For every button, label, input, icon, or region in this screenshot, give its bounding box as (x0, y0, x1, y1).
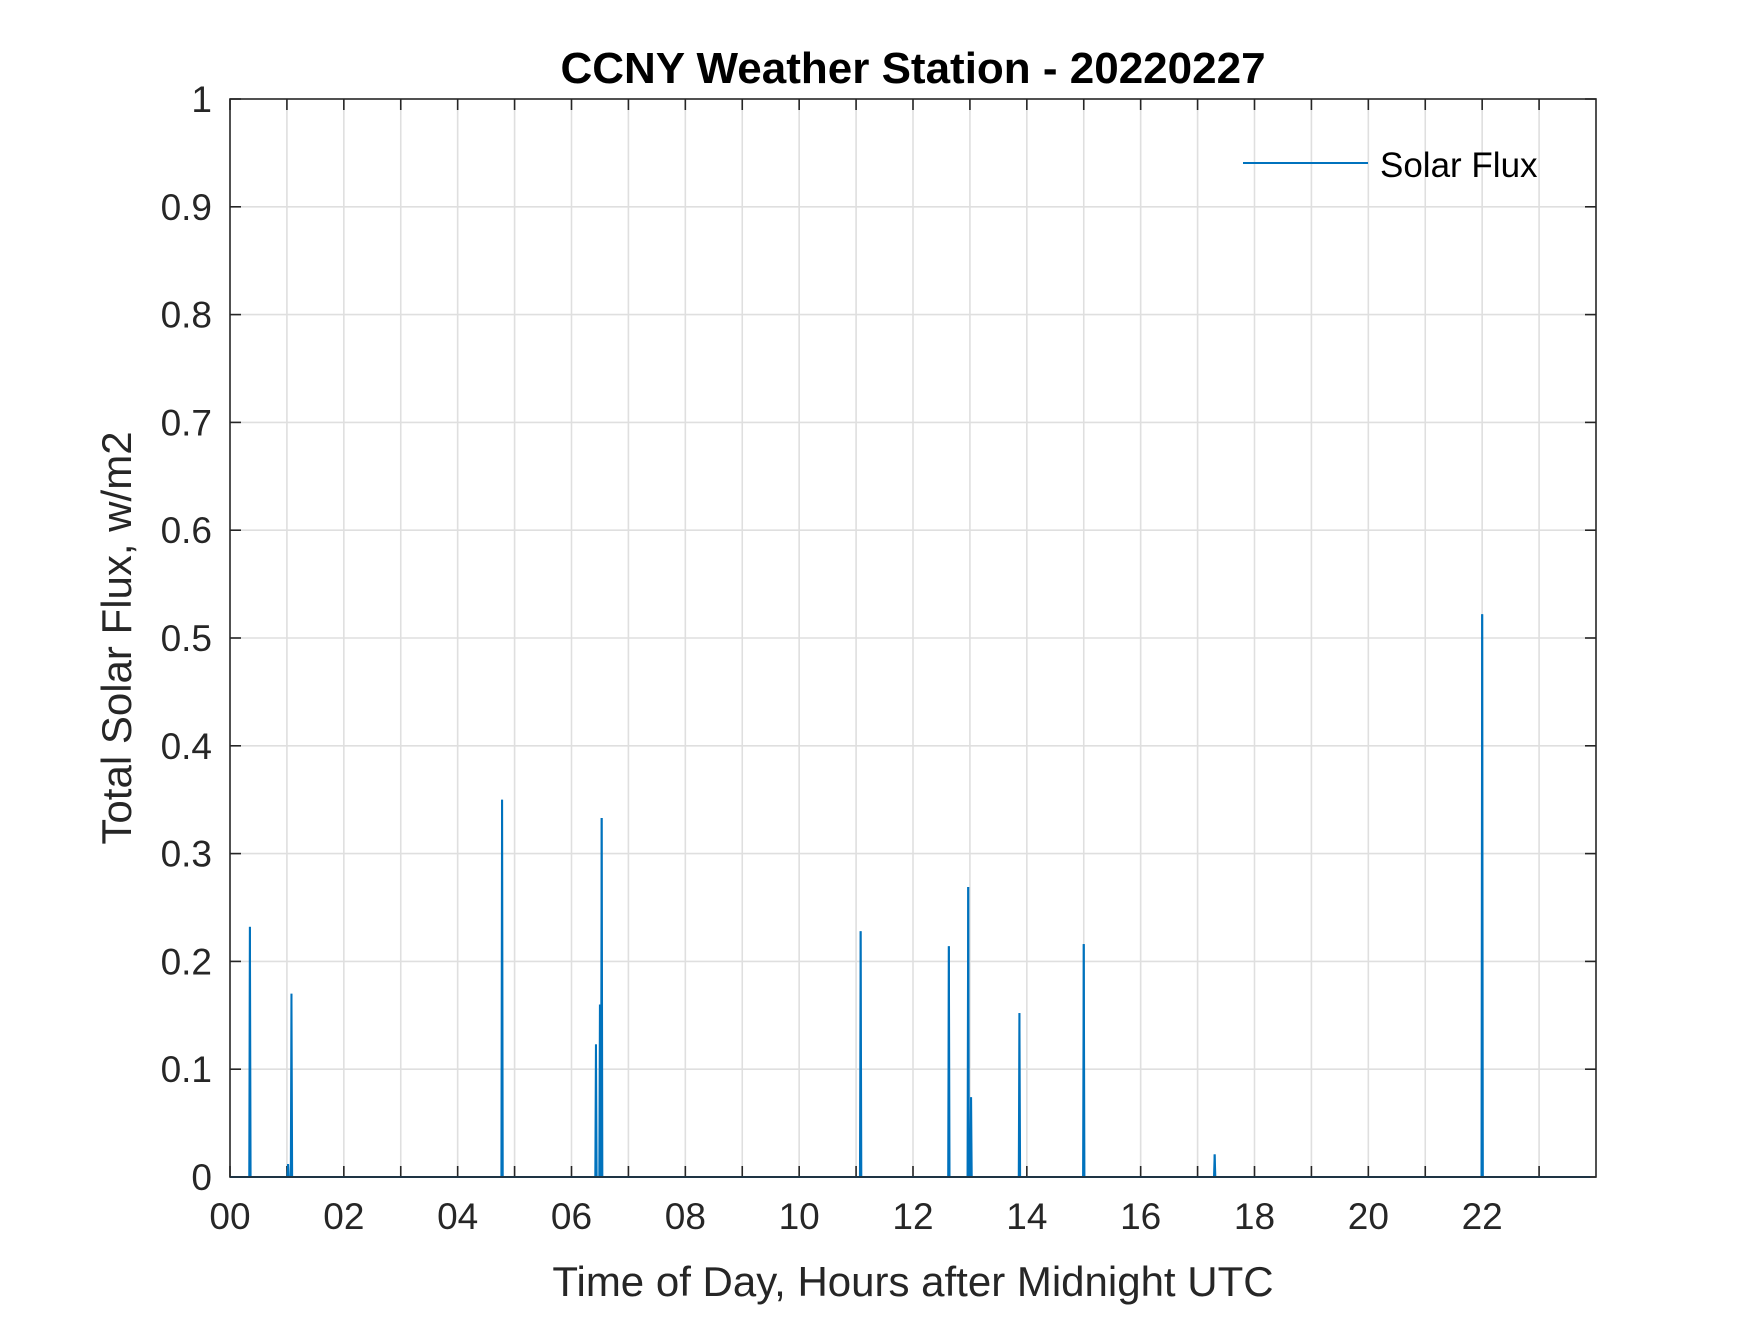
y-tick-label: 0.5 (161, 618, 212, 659)
x-tick-label: 14 (1006, 1196, 1047, 1237)
x-tick-label: 08 (665, 1196, 706, 1237)
x-tick-label: 10 (779, 1196, 820, 1237)
y-tick-label: 0.4 (161, 726, 212, 767)
y-tick-label: 0.6 (161, 510, 212, 551)
x-tick-label: 22 (1462, 1196, 1503, 1237)
x-tick-label: 18 (1234, 1196, 1275, 1237)
x-tick-label: 16 (1120, 1196, 1161, 1237)
y-tick-label: 0.1 (161, 1049, 212, 1090)
x-tick-label: 04 (437, 1196, 478, 1237)
chart-title: CCNY Weather Station - 20220227 (560, 44, 1265, 93)
axes-frame (229, 98, 1597, 1178)
y-tick-label: 0.2 (161, 941, 212, 982)
x-tick-label: 00 (209, 1196, 250, 1237)
y-axis-label: Total Solar Flux, w/m2 (93, 431, 140, 844)
y-tick-labels: 0 0.1 0.2 0.3 0.4 0.5 0.6 0.7 0.8 0.9 1 (161, 79, 212, 1198)
y-tick-label: 0.7 (161, 402, 212, 443)
y-tick-label: 1 (191, 79, 212, 120)
y-tick-label: 0.8 (161, 295, 212, 336)
y-tick-label: 0.9 (161, 187, 212, 228)
x-tick-labels: 00 02 04 06 08 10 12 14 16 18 20 22 (209, 1196, 1502, 1237)
legend-label-solar-flux: Solar Flux (1380, 146, 1538, 185)
x-tick-label: 02 (323, 1196, 364, 1237)
x-tick-label: 20 (1348, 1196, 1389, 1237)
y-tick-label: 0.3 (161, 834, 212, 875)
x-axis-label: Time of Day, Hours after Midnight UTC (552, 1258, 1273, 1305)
legend: Solar Flux (1243, 146, 1538, 185)
series-layer (230, 614, 1591, 1178)
grid-layer (230, 99, 1596, 1177)
x-tick-label: 12 (892, 1196, 933, 1237)
x-tick-label: 06 (551, 1196, 592, 1237)
y-tick-label: 0 (191, 1157, 212, 1198)
